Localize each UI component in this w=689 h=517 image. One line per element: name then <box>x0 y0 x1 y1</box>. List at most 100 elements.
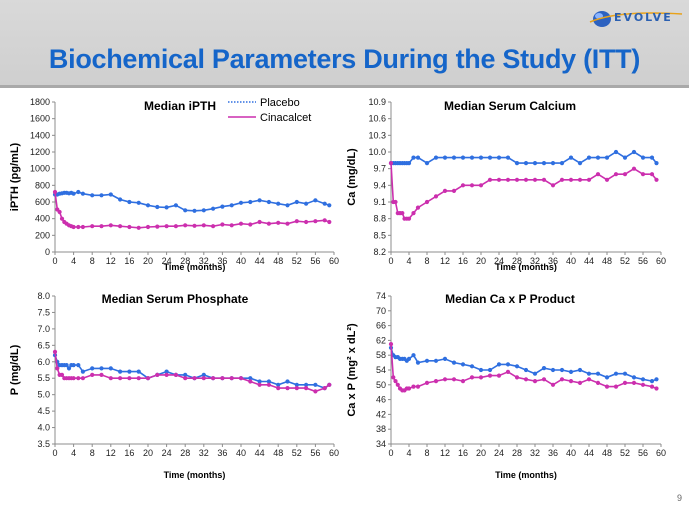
data-point-cinacalcet <box>613 384 619 389</box>
legend-label-placebo: Placebo <box>260 97 300 109</box>
data-point-cinacalcet <box>411 384 416 389</box>
data-point-placebo <box>424 161 430 166</box>
y-tick-label: 8.0 <box>37 291 50 301</box>
y-tick-label: 4.0 <box>37 423 50 433</box>
chart-title: Median Serum Phosphate <box>102 292 249 306</box>
data-point-cinacalcet <box>136 376 141 381</box>
data-point-placebo <box>411 353 416 358</box>
data-point-cinacalcet <box>424 380 430 385</box>
data-point-cinacalcet <box>451 188 457 193</box>
y-tick-label: 42 <box>376 409 386 419</box>
x-tick-label: 48 <box>602 256 612 266</box>
data-point-cinacalcet <box>424 199 430 205</box>
y-tick-label: 6.5 <box>37 340 50 350</box>
data-point-placebo <box>433 358 439 363</box>
y-tick-label: 6.0 <box>37 357 50 367</box>
data-point-cinacalcet <box>80 376 85 381</box>
x-tick-label: 8 <box>424 256 429 266</box>
data-point-placebo <box>229 203 234 208</box>
data-point-placebo <box>568 369 574 374</box>
x-tick-label: 20 <box>476 256 486 266</box>
y-tick-label: 62 <box>376 335 386 345</box>
y-tick-label: 800 <box>35 180 50 190</box>
data-point-placebo <box>99 193 104 198</box>
data-point-placebo <box>294 199 299 205</box>
y-tick-label: 10.6 <box>368 114 386 124</box>
data-point-placebo <box>173 203 178 208</box>
x-tick-label: 24 <box>162 448 172 458</box>
data-point-placebo <box>294 382 299 387</box>
y-tick-label: 66 <box>376 321 386 331</box>
data-point-placebo <box>595 155 601 160</box>
data-point-placebo <box>586 371 592 376</box>
data-point-cinacalcet <box>266 382 271 387</box>
data-point-cinacalcet <box>59 216 65 221</box>
data-point-placebo <box>411 155 416 160</box>
x-tick-label: 8 <box>424 448 429 458</box>
data-point-cinacalcet <box>595 380 601 385</box>
data-point-placebo <box>433 155 439 160</box>
data-point-cinacalcet <box>220 376 225 381</box>
y-tick-label: 74 <box>376 291 386 301</box>
data-point-cinacalcet <box>52 189 58 195</box>
y-tick-label: 7.5 <box>37 307 50 317</box>
x-tick-label: 0 <box>388 256 393 266</box>
data-point-cinacalcet <box>127 376 132 381</box>
data-point-placebo <box>276 201 281 206</box>
data-point-cinacalcet <box>118 224 123 229</box>
data-point-placebo <box>487 367 493 373</box>
legend: Placebo Cinacalcet <box>228 97 311 124</box>
data-point-cinacalcet <box>76 224 81 230</box>
data-point-cinacalcet <box>164 372 169 377</box>
data-point-cinacalcet <box>505 177 511 182</box>
data-point-placebo <box>478 367 484 373</box>
data-point-placebo <box>248 376 253 381</box>
data-point-cinacalcet <box>433 194 439 199</box>
data-point-cinacalcet <box>183 223 188 228</box>
data-point-placebo <box>559 161 565 166</box>
data-point-cinacalcet <box>211 224 216 229</box>
data-point-cinacalcet <box>257 382 262 387</box>
data-point-placebo <box>266 199 271 205</box>
x-tick-label: 28 <box>180 256 190 266</box>
data-point-cinacalcet <box>276 220 281 225</box>
y-tick-label: 38 <box>376 424 386 434</box>
x-tick-label: 60 <box>329 448 339 458</box>
x-tick-label: 4 <box>71 256 76 266</box>
data-point-cinacalcet <box>595 172 601 177</box>
y-tick-label: 9.4 <box>373 180 386 190</box>
y-tick-label: 8.8 <box>373 214 386 224</box>
data-point-placebo <box>80 369 85 374</box>
data-point-cinacalcet <box>496 373 502 378</box>
data-point-placebo <box>304 201 309 206</box>
y-tick-label: 5.5 <box>37 373 50 383</box>
data-point-cinacalcet <box>173 372 178 377</box>
data-point-cinacalcet <box>99 224 104 229</box>
data-point-cinacalcet <box>201 223 206 228</box>
y-tick-label: 9.1 <box>373 197 386 207</box>
chart-title: Median Ca x P Product <box>445 292 575 306</box>
data-point-placebo <box>99 366 104 371</box>
data-point-placebo <box>604 375 610 380</box>
data-point-cinacalcet <box>220 222 225 227</box>
data-point-placebo <box>108 192 113 197</box>
data-point-placebo <box>90 193 95 198</box>
data-point-placebo <box>613 371 619 376</box>
x-tick-label: 44 <box>584 448 594 458</box>
data-point-placebo <box>136 200 141 205</box>
data-point-placebo <box>550 161 556 166</box>
x-tick-label: 4 <box>406 256 411 266</box>
data-point-cinacalcet <box>532 379 538 384</box>
data-point-placebo <box>201 372 206 377</box>
x-tick-label: 20 <box>476 448 486 458</box>
x-tick-label: 4 <box>71 448 76 458</box>
x-tick-label: 36 <box>217 256 227 266</box>
y-tick-label: 8.5 <box>373 230 386 240</box>
data-point-placebo <box>595 371 601 376</box>
data-point-placebo <box>469 155 475 160</box>
y-tick-label: 54 <box>376 365 386 375</box>
data-point-cinacalcet <box>487 177 493 182</box>
data-point-cinacalcet <box>395 382 400 387</box>
